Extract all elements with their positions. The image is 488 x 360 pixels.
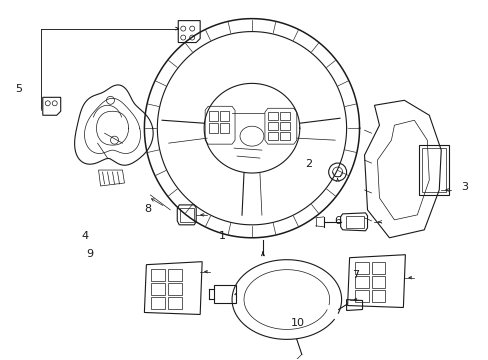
Bar [168,269,182,280]
Bar [267,122,277,130]
Bar [267,132,277,140]
Bar [371,289,385,302]
Bar [168,283,182,294]
Bar [354,262,368,274]
Bar [151,269,165,280]
Text: 8: 8 [144,204,151,214]
Bar [209,123,218,133]
Bar [419,145,448,195]
Text: 2: 2 [305,159,312,169]
Text: 4: 4 [81,231,88,240]
Bar [422,148,446,192]
Text: 10: 10 [290,319,304,328]
Bar [220,123,228,133]
Bar [279,122,289,130]
Bar [180,208,194,222]
Bar [354,276,368,288]
Bar [209,111,218,121]
Bar [168,297,182,309]
Bar [279,112,289,120]
Text: 9: 9 [86,248,93,258]
Bar [279,132,289,140]
Bar [151,283,165,294]
Text: 1: 1 [219,231,225,240]
Text: 3: 3 [460,182,468,192]
Bar [371,262,385,274]
Bar [354,289,368,302]
Text: 7: 7 [351,270,358,280]
Bar [267,112,277,120]
Bar [151,297,165,309]
Bar [371,276,385,288]
Text: 5: 5 [16,84,22,94]
Bar [220,111,228,121]
Bar [345,216,363,228]
Text: 6: 6 [334,216,341,226]
